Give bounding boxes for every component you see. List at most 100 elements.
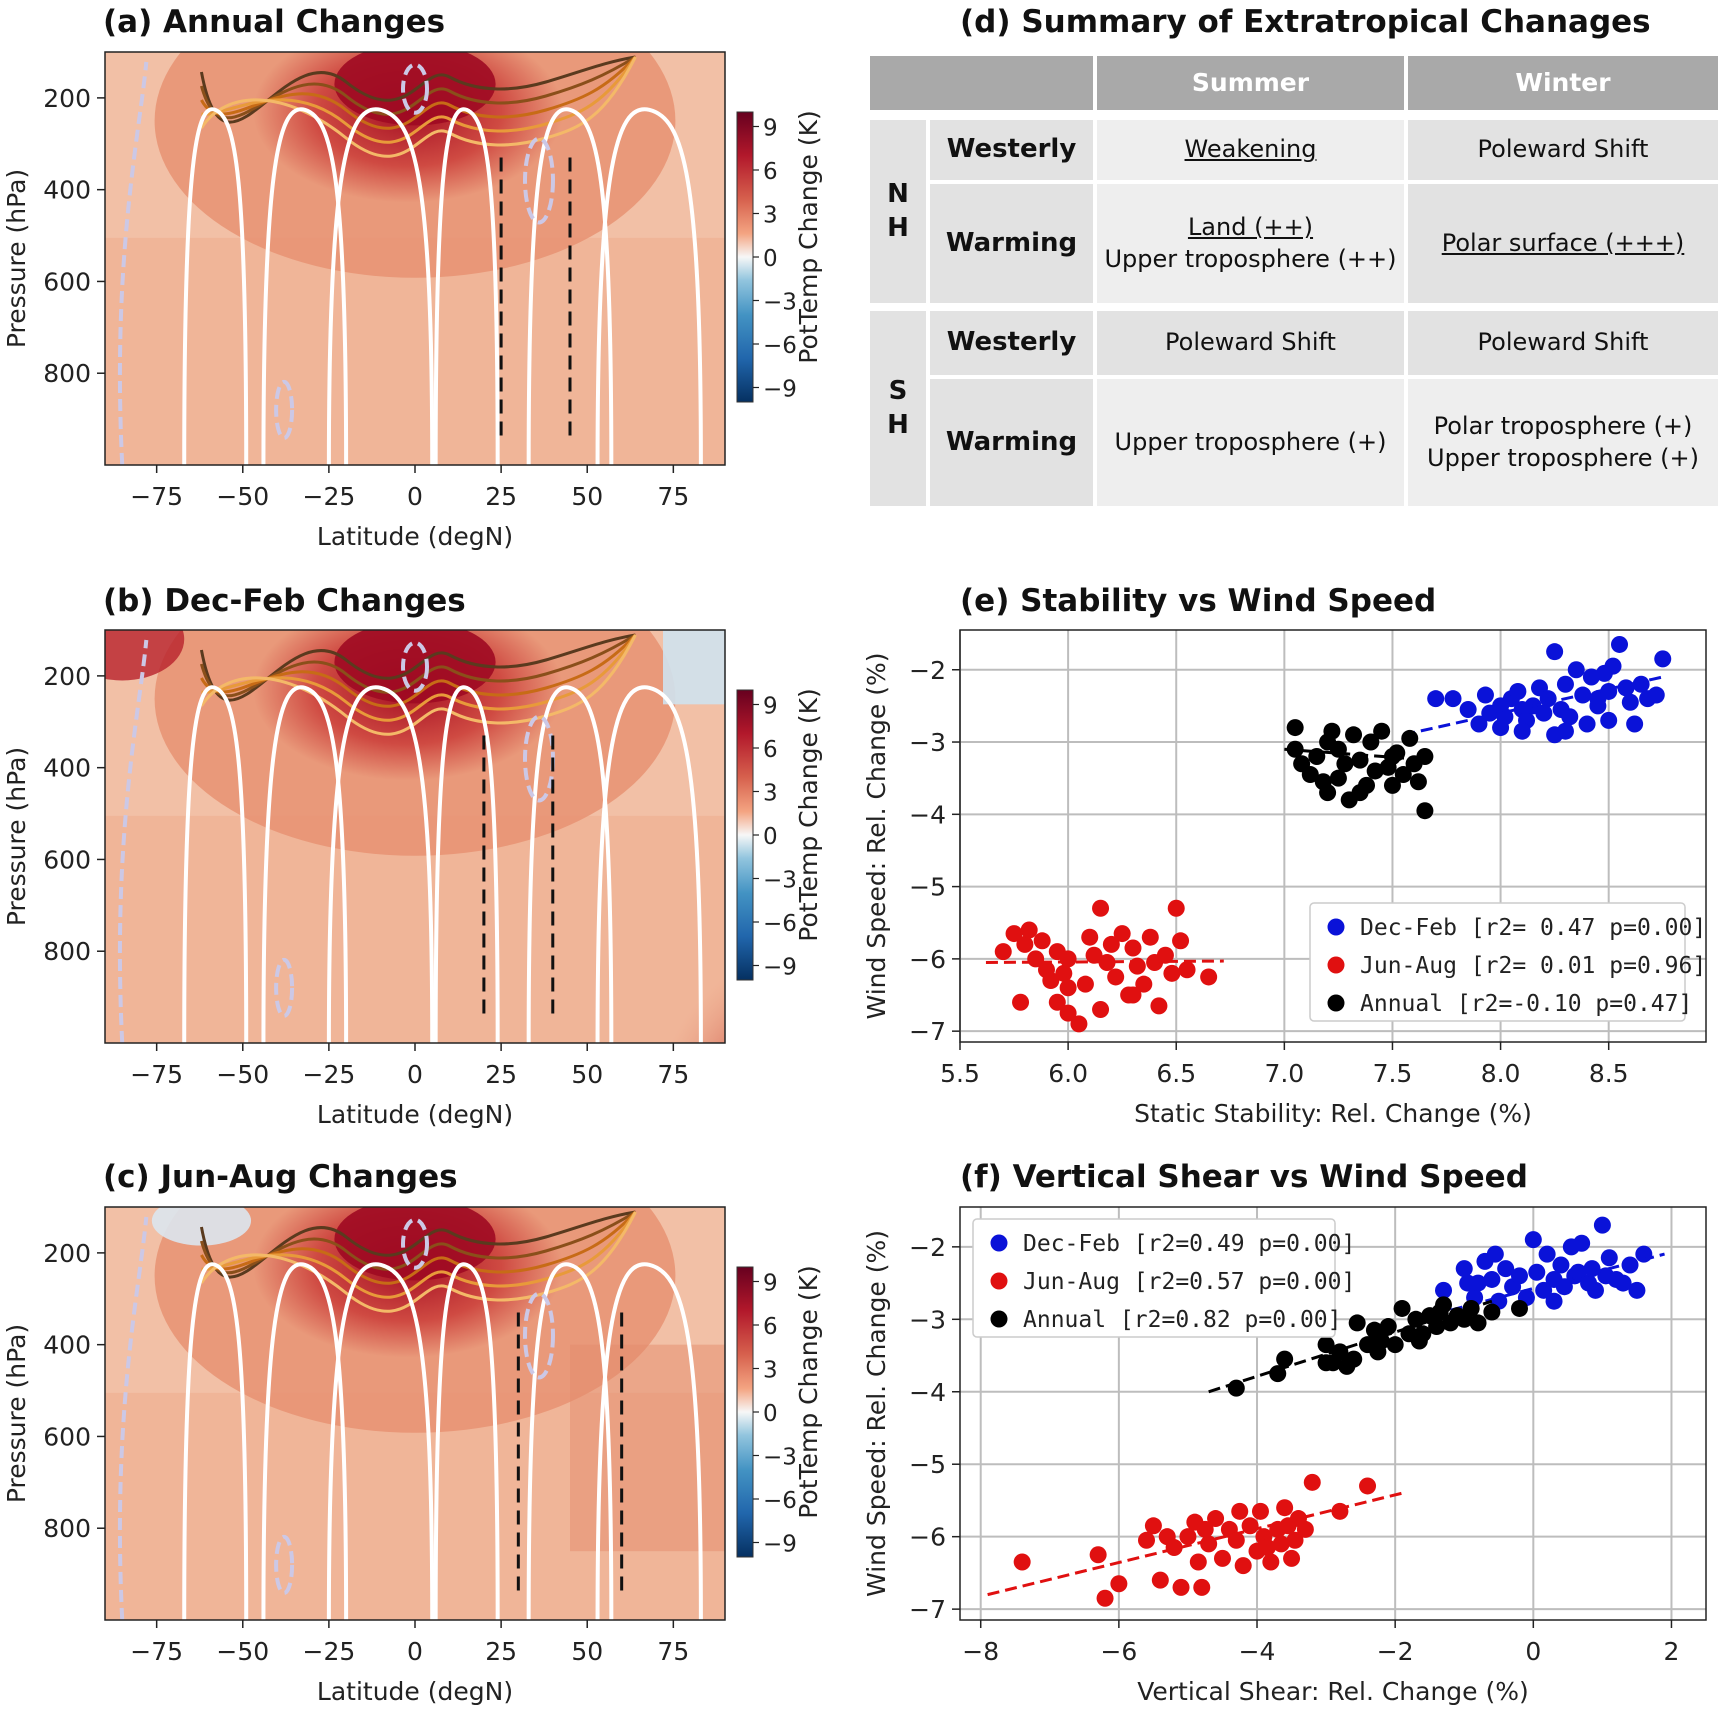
x-axis-label: Latitude (degN) <box>317 522 513 551</box>
data-point <box>1314 773 1332 791</box>
data-point <box>1427 690 1445 708</box>
regression-line <box>1415 1252 1665 1321</box>
y-tick-label: −7 <box>909 1017 946 1046</box>
x-tick-label: 0 <box>407 482 423 511</box>
neg-contour-nh <box>523 714 555 803</box>
data-point <box>1444 690 1462 708</box>
field-lower-troposphere <box>105 237 725 465</box>
data-point <box>1546 726 1564 744</box>
sh-warming-winter: Polar troposphere (+) Upper troposphere … <box>1408 379 1718 506</box>
cross-section-c: −75 −50 −25 0 25 50 75 200 400 600 800 Latitude (de… <box>2 1206 823 1706</box>
colorbar-label: PotTemp Change (K) <box>794 110 823 363</box>
nh-warming-summer-line2: Upper troposphere (++) <box>1104 244 1397 273</box>
data-point <box>1138 1531 1155 1549</box>
data-point <box>1421 1307 1439 1325</box>
data-point <box>1178 961 1196 979</box>
legend-box <box>1309 902 1686 1022</box>
potential-temperature-field-b <box>105 630 725 1043</box>
panel-a-title: (a) Annual Changes <box>103 4 446 40</box>
sh-warming-winter-line2: Upper troposphere (+) <box>1427 443 1699 472</box>
x-axis-label: Static Stability: Rel. Change (%) <box>1134 1099 1532 1128</box>
data-point <box>1626 715 1644 733</box>
x-tick-label: 7.0 <box>1264 1059 1304 1088</box>
data-point <box>1124 986 1142 1004</box>
data-point <box>1647 686 1665 704</box>
data-point <box>1234 1557 1252 1575</box>
wind-contour-1 <box>261 1262 349 1620</box>
data-point <box>1617 679 1635 697</box>
y-axis-label: Wind Speed: Rel. Change (%) <box>862 653 891 1020</box>
data-point <box>1416 747 1434 765</box>
data-point <box>1459 701 1477 719</box>
legend-label: Dec-Feb [r2= 0.47 p=0.00] <box>1360 915 1706 941</box>
jet-contour-4 <box>200 1211 637 1313</box>
scatter-chart-e: 5.5 6.0 6.5 7.0 7.5 8.0 8.5 −7 −6 −5 −4 −3 −2 Static … <box>862 629 1707 1128</box>
jet-contour-1 <box>199 55 637 120</box>
x-tick-label: 6.0 <box>1048 1059 1088 1088</box>
field-lower-troposphere <box>105 815 725 1043</box>
wind-change-contours <box>182 685 703 1043</box>
data-point <box>1589 690 1607 708</box>
data-point <box>1331 1343 1349 1361</box>
colorbar-label: PotTemp Change (K) <box>794 688 823 941</box>
wind-contour-4 <box>526 685 614 1043</box>
legend-marker <box>990 1234 1008 1252</box>
colorbar-tick-label: 9 <box>763 116 778 142</box>
field-sh-cooling <box>151 1207 252 1246</box>
data-point <box>1379 758 1397 776</box>
regression-line <box>1402 675 1664 737</box>
data-point <box>1286 719 1304 737</box>
jet-contours <box>199 633 637 736</box>
data-point <box>1401 729 1419 747</box>
data-point <box>1513 701 1531 719</box>
y-axis-label: Pressure (hPa) <box>2 747 31 926</box>
colorbar <box>736 1266 754 1558</box>
colorbar-tick-label: 6 <box>763 159 778 185</box>
y-tick-label: 400 <box>43 1331 91 1360</box>
data-point <box>1600 682 1618 700</box>
negative-wind-contours <box>117 61 555 465</box>
data-point <box>1589 697 1607 715</box>
data-point <box>1013 1553 1031 1571</box>
data-point <box>1466 1289 1484 1307</box>
series-annual <box>1284 719 1434 820</box>
wind-contour-2 <box>326 685 435 1043</box>
data-point <box>1351 784 1369 802</box>
neg-contour-nh <box>523 1291 555 1380</box>
data-point <box>1070 1015 1088 1033</box>
colorbar-tick-label: 0 <box>763 246 778 272</box>
x-tick-label: −50 <box>216 1060 269 1089</box>
nh-warming-label: Warming <box>930 184 1093 303</box>
regression-line <box>1284 747 1432 762</box>
field-max-core <box>334 1207 496 1281</box>
x-tick-label: −75 <box>130 1060 183 1089</box>
x-tick-label: 25 <box>485 482 517 511</box>
data-point <box>1324 1354 1342 1372</box>
wind-contour-5 <box>595 685 703 1043</box>
data-point <box>1552 1256 1570 1274</box>
jet-contour-4 <box>200 56 637 158</box>
colorbar-tick-label: −6 <box>763 911 797 937</box>
jet-contour-3 <box>201 56 637 144</box>
data-point <box>1448 1307 1466 1325</box>
colorbar-tick-label: −9 <box>763 377 797 403</box>
data-point <box>1359 1477 1377 1495</box>
panel-e-title: (e) Stability vs Wind Speed <box>960 583 1437 619</box>
neg-contour-sh-polar <box>117 61 149 465</box>
wind-contour-0 <box>182 685 249 1043</box>
data-point <box>1511 1267 1528 1285</box>
hemisphere-nh: N H <box>870 120 926 303</box>
data-point <box>1509 682 1527 700</box>
data-point <box>1156 946 1174 964</box>
data-point <box>1369 1343 1387 1361</box>
sh-westerly-winter: Poleward Shift <box>1408 311 1718 375</box>
data-point <box>1317 1354 1335 1372</box>
y-tick-label: −7 <box>909 1595 946 1624</box>
negative-wind-contours <box>117 639 555 1043</box>
data-point <box>1345 1350 1363 1368</box>
data-point <box>1301 766 1319 784</box>
data-point <box>1586 1281 1604 1299</box>
field-lower-troposphere <box>105 1392 725 1620</box>
data-point <box>1150 997 1168 1015</box>
data-point <box>1531 679 1549 697</box>
